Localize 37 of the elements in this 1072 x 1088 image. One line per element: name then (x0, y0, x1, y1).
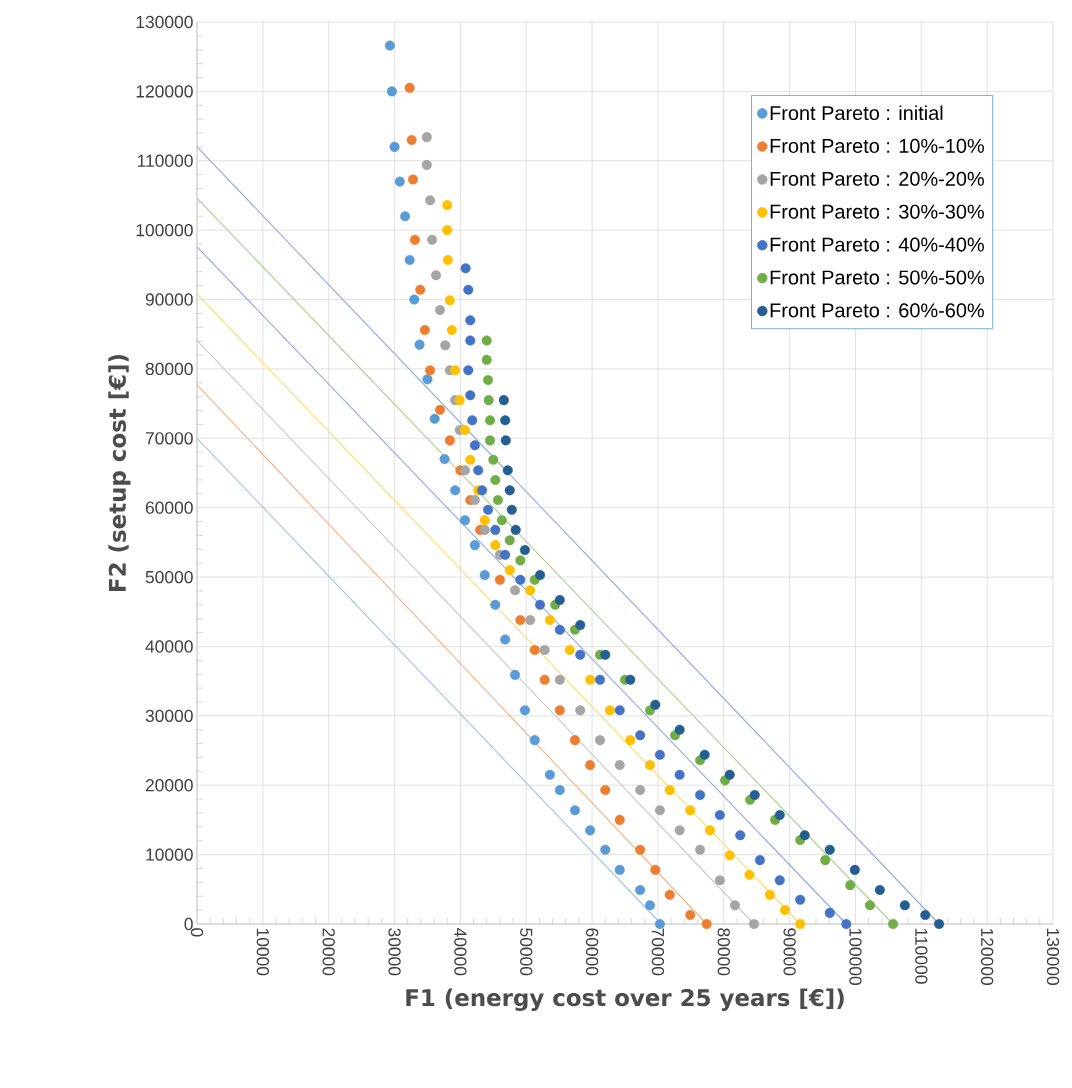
x-tick-label: 20000 (322, 928, 335, 976)
y-tick-label: 60000 (145, 501, 193, 514)
x-tick-label: 50000 (520, 928, 533, 976)
x-tick-label: 130000 (1046, 928, 1060, 985)
y-axis-title: F2 (setup cost [€]) (108, 354, 131, 591)
legend-label: Front Pareto : 20%-20% (770, 171, 984, 186)
y-tick-label: 110000 (137, 154, 193, 167)
y-tick-label: 130000 (136, 15, 193, 29)
x-tick-label: 70000 (651, 928, 665, 976)
x-tick-label: 0 (190, 928, 204, 937)
x-tick-label: 120000 (980, 928, 994, 985)
y-tick-label: 70000 (145, 432, 193, 445)
y-tick-label: 10000 (146, 848, 193, 861)
legend-label: Front Pareto : 30%-30% (770, 204, 984, 219)
y-tick-label: 50000 (145, 570, 193, 584)
y-tick-label: 30000 (145, 709, 193, 723)
legend-label: Front Pareto : 50%-50% (770, 270, 984, 285)
y-tick-label: 120000 (136, 85, 193, 98)
x-tick-label: 100000 (849, 928, 862, 985)
x-tick-label: 30000 (388, 928, 401, 976)
x-axis-title: F1 (energy cost over 25 years [€]) (406, 988, 844, 1011)
legend-label: Front Pareto : initial (770, 105, 943, 121)
legend-label: Front Pareto : 40%-40% (770, 237, 984, 252)
y-tick-label: 0 (184, 917, 193, 931)
x-tick-label: 40000 (454, 927, 467, 976)
x-tick-label: 80000 (717, 928, 730, 976)
y-tick-label: 40000 (145, 640, 193, 653)
x-tick-label: 60000 (585, 928, 599, 976)
x-tick-label: 110000 (915, 928, 928, 984)
legend-label: Front Pareto : 60%-60% (770, 303, 984, 318)
y-tick-label: 80000 (145, 362, 193, 376)
legend-label: Front Pareto : 10%-10% (770, 138, 984, 153)
x-tick-label: 10000 (256, 928, 270, 976)
x-tick-label: 90000 (783, 928, 796, 976)
y-tick-label: 20000 (145, 779, 193, 792)
y-tick-label: 100000 (136, 223, 193, 237)
y-tick-label: 90000 (145, 293, 193, 306)
